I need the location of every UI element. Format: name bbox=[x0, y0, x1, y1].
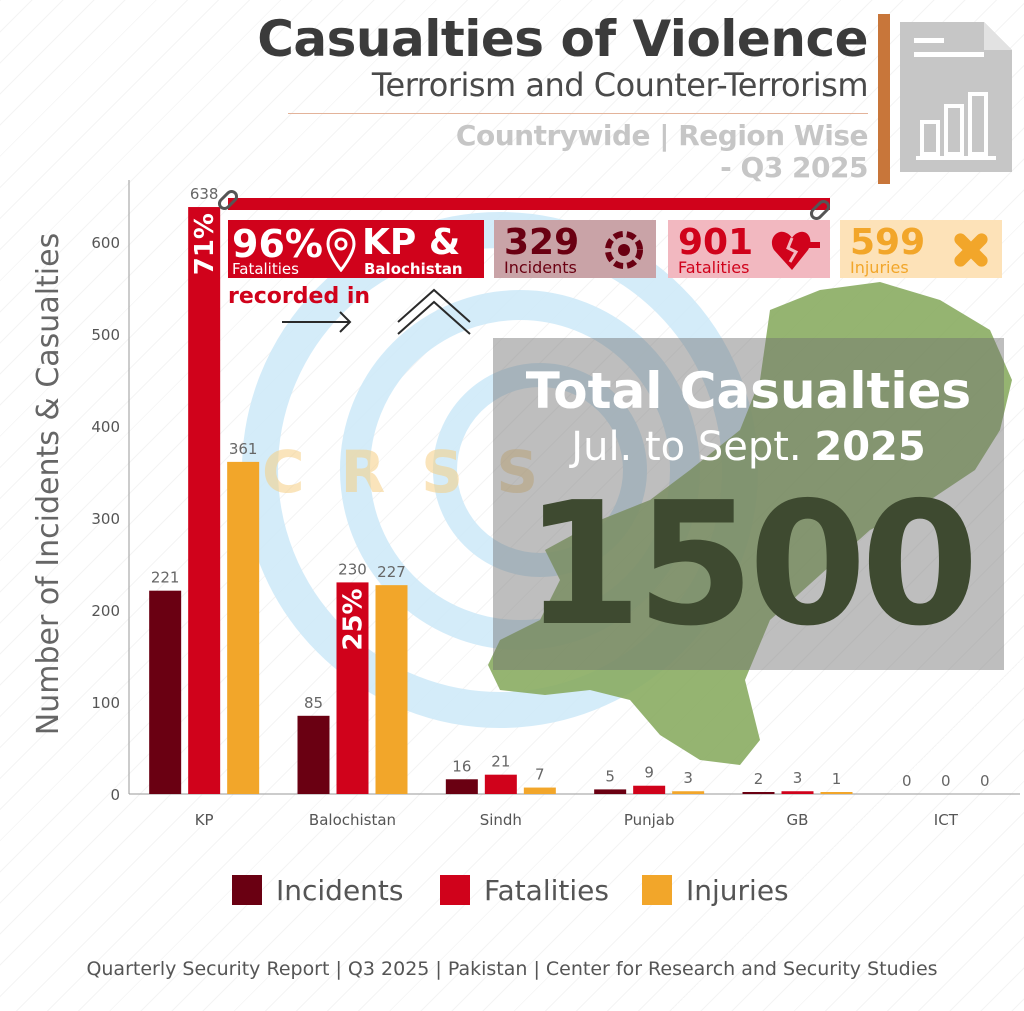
link-band bbox=[228, 198, 830, 210]
bar-value-label: 3 bbox=[793, 769, 803, 787]
bar-value-label: 7 bbox=[535, 766, 545, 784]
target-gear-icon bbox=[605, 231, 643, 269]
location-pin-icon bbox=[326, 228, 356, 272]
bar-incidents-punjab bbox=[594, 789, 627, 794]
bar-incidents-gb bbox=[742, 792, 775, 794]
bar-injuries-balochistan bbox=[375, 585, 408, 794]
legend-label-fatalities: Fatalities bbox=[484, 874, 609, 907]
chevron-up-icon bbox=[397, 288, 471, 335]
bar-fatalities-punjab bbox=[633, 785, 666, 794]
crss-watermark: CRSS bbox=[262, 438, 574, 506]
fatality-percent-label: 71% bbox=[190, 213, 220, 275]
total-casualties-period: Jul. to Sept. 2025 bbox=[493, 424, 1004, 470]
bar-injuries-gb bbox=[820, 792, 853, 794]
bar-value-label: 361 bbox=[229, 440, 258, 458]
bar-value-label: 230 bbox=[338, 560, 367, 578]
total-casualties-title: Total Casualties bbox=[525, 362, 972, 420]
legend-swatch-incidents bbox=[232, 875, 262, 905]
bar-value-label: 16 bbox=[452, 757, 471, 775]
bar-value-label: 0 bbox=[941, 772, 951, 790]
kp-fatality-percent: 96% bbox=[232, 222, 323, 266]
incidents-stat-label: Incidents bbox=[504, 258, 577, 277]
y-tick-label: 500 bbox=[91, 326, 120, 344]
bar-injuries-kp bbox=[227, 461, 260, 794]
title-divider bbox=[288, 113, 868, 114]
link-icon-right bbox=[809, 199, 831, 221]
legend-swatch-fatalities bbox=[440, 875, 470, 905]
bar-value-label: 85 bbox=[304, 694, 323, 712]
balochistan-label: Balochistan bbox=[364, 260, 463, 278]
x-tick-label: Sindh bbox=[480, 811, 522, 829]
region-caption: Countrywide | Region Wise - Q3 2025 bbox=[455, 119, 869, 184]
legend-label-incidents: Incidents bbox=[276, 874, 404, 907]
bar-value-label: 1 bbox=[832, 770, 842, 788]
injuries-total: 599 bbox=[850, 222, 926, 263]
bar-fatalities-balochistan bbox=[336, 582, 369, 794]
region-line-1: Countrywide | Region Wise bbox=[455, 119, 869, 152]
fatalities-stat: 901 Fatalities bbox=[668, 220, 830, 278]
x-tick-label: GB bbox=[787, 811, 809, 829]
bar-fatalities-sindh bbox=[484, 774, 517, 794]
x-tick-label: Balochistan bbox=[309, 811, 396, 829]
bar-incidents-kp bbox=[149, 590, 182, 794]
accent-bar bbox=[878, 14, 890, 184]
period-text: Jul. to Sept. bbox=[571, 424, 802, 470]
y-tick-label: 300 bbox=[91, 510, 120, 528]
report-chart-icon bbox=[900, 22, 1012, 172]
total-casualties-value: 1500 bbox=[523, 466, 979, 664]
y-axis-label: Number of Incidents & Casualties bbox=[31, 233, 66, 735]
x-tick-label: Punjab bbox=[624, 811, 675, 829]
period-year: 2025 bbox=[814, 424, 926, 470]
y-tick-label: 200 bbox=[91, 602, 120, 620]
bar-injuries-sindh bbox=[523, 787, 556, 794]
bar-value-label: 0 bbox=[902, 772, 912, 790]
bandage-icon bbox=[954, 233, 988, 267]
legend-label-injuries: Injuries bbox=[686, 874, 789, 907]
pakistan-map bbox=[488, 282, 1012, 765]
bar-value-label: 0 bbox=[980, 772, 990, 790]
y-tick-label: 0 bbox=[110, 786, 120, 804]
total-casualties-panel: Total Casualties Jul. to Sept. 2025 1500 bbox=[493, 338, 1004, 670]
bar-incidents-balochistan bbox=[297, 715, 330, 794]
y-tick-label: 100 bbox=[91, 694, 120, 712]
incidents-stat: 329 Incidents bbox=[494, 220, 656, 278]
kp-region-label: KP & bbox=[362, 222, 461, 263]
fatalities-total: 901 bbox=[678, 222, 754, 263]
y-tick-label: 600 bbox=[91, 234, 120, 252]
kp-fatality-label: Fatalities bbox=[232, 260, 299, 278]
bar-fatalities-gb bbox=[781, 791, 814, 794]
fatalities-stat-label: Fatalities bbox=[678, 258, 750, 277]
bar-value-label: 2 bbox=[754, 770, 764, 788]
injuries-stat-label: Injuries bbox=[850, 258, 909, 277]
broken-heart-icon bbox=[771, 231, 820, 270]
kp-balochistan-callout: 96% Fatalities KP & Balochistan bbox=[228, 220, 484, 278]
x-tick-label: ICT bbox=[934, 811, 959, 829]
legend-swatch-injuries bbox=[642, 875, 672, 905]
y-tick-label: 400 bbox=[91, 418, 120, 436]
fatality-percent-label: 25% bbox=[339, 588, 369, 650]
bar-value-label: 227 bbox=[377, 563, 406, 581]
bar-incidents-sindh bbox=[445, 779, 478, 794]
page-subtitle: Terrorism and Counter-Terrorism bbox=[371, 66, 869, 104]
footer-credit: Quarterly Security Report | Q3 2025 | Pa… bbox=[86, 958, 938, 980]
recorded-in-label: recorded in bbox=[228, 284, 371, 309]
bar-fatalities-kp bbox=[188, 207, 221, 795]
page-title: Casualties of Violence bbox=[257, 10, 868, 68]
region-line-2: - Q3 2025 bbox=[720, 151, 868, 184]
arrow-right-icon bbox=[282, 311, 352, 333]
x-tick-label: KP bbox=[195, 811, 214, 829]
bar-value-label: 638 bbox=[190, 185, 219, 203]
bar-value-label: 21 bbox=[491, 753, 510, 771]
bar-value-label: 3 bbox=[683, 769, 693, 787]
bar-injuries-punjab bbox=[672, 791, 705, 794]
bar-value-label: 221 bbox=[151, 569, 180, 587]
bar-value-label: 9 bbox=[644, 764, 654, 782]
injuries-stat: 599 Injuries bbox=[840, 220, 1002, 278]
incidents-total: 329 bbox=[504, 222, 580, 263]
bar-value-label: 5 bbox=[605, 767, 615, 785]
